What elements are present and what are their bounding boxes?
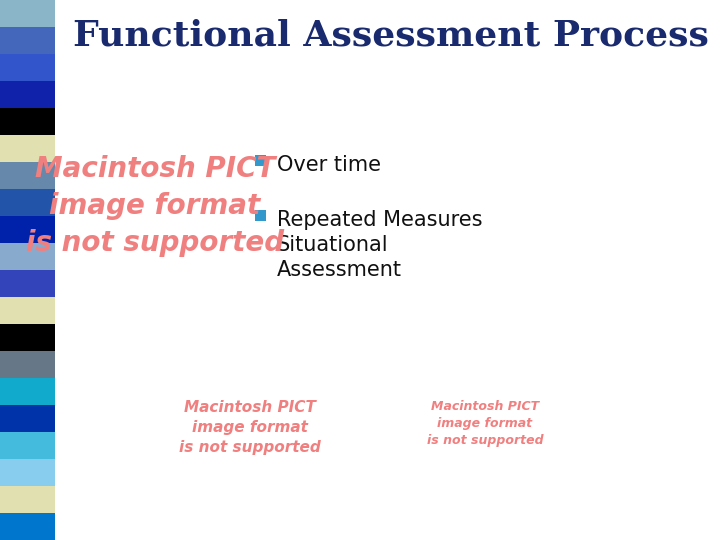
Bar (0, 432, 55, 459)
Bar (0, 135, 55, 162)
Bar (0, 81, 55, 108)
Bar (255, 155, 266, 166)
Bar (0, 324, 55, 351)
Bar (0, 405, 55, 432)
Bar (0, 54, 55, 81)
Bar (0, 27, 55, 54)
Bar (0, 270, 55, 297)
Text: Functional Assessment Process: Functional Assessment Process (73, 18, 709, 52)
Bar (0, 162, 55, 189)
Text: Macintosh PICT
image format
is not supported: Macintosh PICT image format is not suppo… (26, 155, 284, 256)
Bar (0, 378, 55, 405)
Text: Repeated Measures
Situational
Assessment: Repeated Measures Situational Assessment (277, 210, 482, 280)
Text: Macintosh PICT
image format
is not supported: Macintosh PICT image format is not suppo… (179, 400, 321, 455)
Bar (0, 297, 55, 324)
Bar (255, 210, 266, 221)
Bar (0, 216, 55, 243)
Bar (0, 459, 55, 486)
Bar (0, 351, 55, 378)
Text: Macintosh PICT
image format
is not supported: Macintosh PICT image format is not suppo… (427, 400, 544, 447)
Bar (0, 189, 55, 216)
Bar (0, 486, 55, 513)
Bar (0, 513, 55, 540)
Bar (0, 243, 55, 270)
Bar (0, 108, 55, 135)
Bar (0, 0, 55, 27)
Text: Over time: Over time (277, 155, 381, 175)
